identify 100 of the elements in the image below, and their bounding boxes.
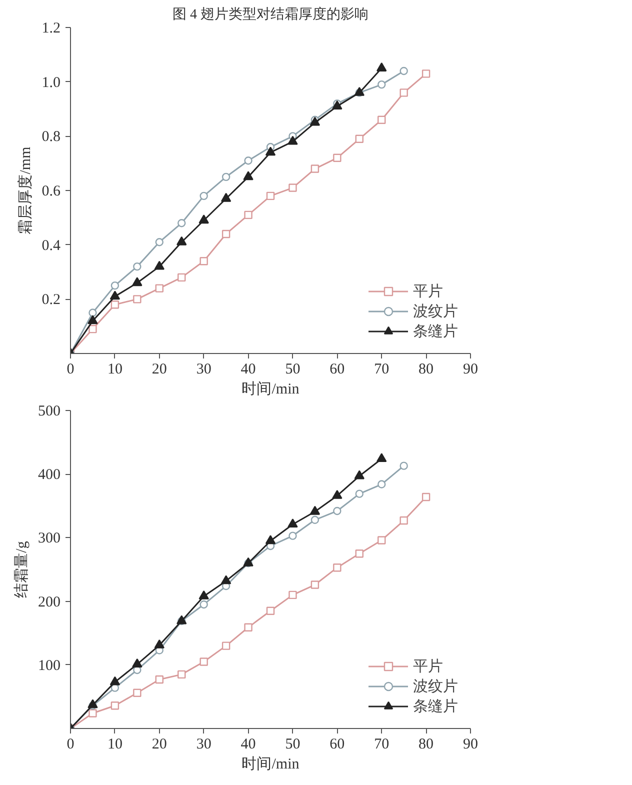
point	[354, 470, 364, 480]
point	[198, 590, 209, 600]
point	[154, 260, 164, 270]
legend-label: 波纹片	[413, 302, 458, 320]
point	[220, 575, 232, 584]
y-tick-label: 500	[38, 404, 60, 420]
point	[178, 670, 186, 679]
y-tick-label: 0.8	[42, 129, 60, 146]
point	[288, 532, 297, 540]
point	[310, 516, 320, 524]
point	[355, 490, 364, 498]
y-tick-label: 0.4	[42, 238, 61, 254]
point	[222, 642, 230, 650]
x-tick-label: 70	[374, 736, 390, 752]
point	[266, 192, 275, 200]
legend-label: 波纹片	[413, 678, 458, 696]
point	[110, 281, 120, 290]
x-tick-label: 90	[463, 736, 478, 752]
point	[400, 88, 408, 97]
legend-label: 平片	[413, 658, 443, 676]
y-tick-label: 200	[38, 594, 60, 610]
point	[333, 563, 342, 572]
point	[400, 66, 408, 76]
point	[200, 600, 208, 609]
point	[400, 516, 408, 525]
point	[178, 219, 186, 228]
legend-label: 条缝片	[413, 322, 458, 340]
y-tick-label: 100	[38, 658, 60, 674]
x-tick-label: 20	[152, 736, 167, 752]
point	[132, 658, 142, 668]
point	[133, 295, 142, 304]
point	[132, 277, 142, 286]
y-tick-label: 1.2	[42, 20, 60, 36]
point	[178, 273, 186, 282]
point	[133, 688, 142, 697]
x-tick-label: 0	[66, 362, 74, 378]
chart-title: 图 4 翅片类型对结霜厚度的影响	[172, 6, 368, 22]
point	[88, 709, 97, 718]
point	[288, 590, 297, 600]
x-tick-label: 50	[285, 362, 300, 378]
x-tick-label: 40	[240, 736, 256, 752]
x-tick-label: 30	[196, 736, 212, 752]
legend-label: 条缝片	[413, 698, 458, 716]
x-tick-label: 50	[285, 736, 300, 752]
point	[355, 134, 364, 143]
point	[155, 238, 164, 246]
x-tick-label: 70	[374, 362, 390, 378]
y-tick-label: 400	[38, 467, 60, 484]
point	[378, 536, 386, 544]
point	[422, 492, 430, 502]
x-tick-label: 40	[240, 362, 256, 378]
point	[422, 70, 430, 78]
point	[310, 506, 320, 515]
point	[110, 300, 120, 309]
point	[333, 506, 342, 516]
point	[355, 550, 364, 558]
point	[88, 699, 98, 708]
point	[310, 164, 320, 173]
y-tick-label: 300	[38, 530, 60, 547]
point	[400, 462, 408, 470]
point	[332, 490, 342, 499]
point	[88, 315, 98, 324]
y-tick-label: 0.2	[42, 292, 60, 308]
x-tick-label: 0	[66, 736, 74, 752]
x-tick-label: 60	[330, 362, 345, 378]
point	[110, 702, 120, 710]
point	[310, 580, 320, 589]
point	[265, 535, 276, 544]
y-axis-title: 结霜量/g	[13, 540, 30, 598]
y-axis-title: 霜层厚度/mm	[16, 146, 34, 234]
point	[376, 453, 387, 462]
x-tick-label: 60	[330, 736, 345, 752]
point	[288, 518, 298, 528]
x-tick-label: 20	[152, 362, 167, 378]
point	[333, 154, 342, 162]
point	[222, 172, 230, 182]
point	[222, 230, 230, 238]
point	[244, 210, 252, 220]
point	[243, 171, 254, 180]
x-tick-label: 80	[418, 362, 434, 378]
point	[154, 639, 164, 648]
point	[244, 623, 252, 632]
point	[155, 675, 164, 684]
point	[155, 284, 164, 292]
point	[176, 236, 187, 246]
point	[376, 62, 387, 72]
point	[288, 136, 298, 145]
y-tick-label: 0.6	[42, 184, 61, 200]
point	[133, 262, 142, 271]
point	[266, 606, 275, 615]
point	[110, 290, 120, 300]
x-axis-title: 时间/min	[242, 380, 300, 398]
point	[88, 308, 97, 317]
point	[288, 184, 297, 192]
point	[200, 257, 208, 266]
x-tick-label: 10	[107, 362, 122, 378]
point	[220, 192, 232, 202]
x-tick-label: 30	[196, 362, 212, 378]
x-tick-label: 90	[463, 362, 478, 378]
point	[200, 192, 208, 200]
